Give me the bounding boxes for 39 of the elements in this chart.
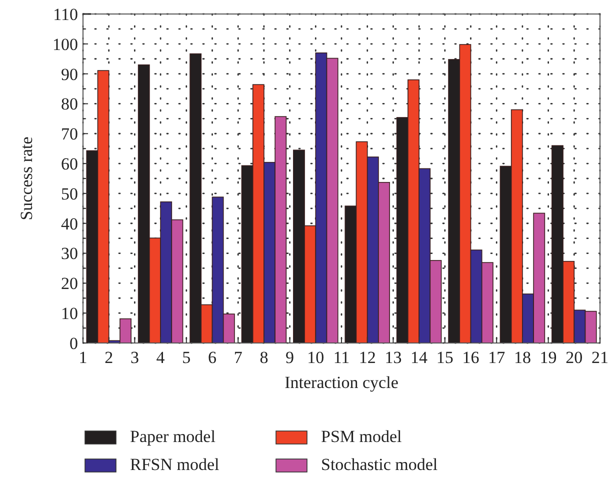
y-tick-label: 10 [61, 304, 78, 324]
x-tick-label: 16 [462, 348, 480, 367]
x-tick-label: 2 [104, 348, 114, 367]
x-tick-label: 19 [540, 348, 557, 367]
legend-label: Stochastic model [321, 455, 438, 474]
y-tick-label: 50 [61, 184, 78, 204]
y-tick-label: 70 [61, 124, 78, 144]
y-axis-title: Success rate [17, 136, 36, 220]
x-tick-label: 17 [488, 348, 506, 367]
x-tick-label: 20 [566, 348, 583, 367]
x-tick-label: 5 [182, 348, 191, 367]
x-tick-label: 12 [358, 348, 376, 367]
x-tick-label: 11 [333, 348, 350, 367]
x-tick-label: 14 [410, 348, 428, 367]
y-tick-label: 80 [61, 94, 78, 114]
y-tick-label: 0 [70, 334, 78, 353]
x-tick-label: 4 [156, 348, 166, 367]
x-tick-label: 8 [260, 348, 268, 367]
x-tick-label: 10 [307, 348, 324, 367]
x-tick-label: 1 [78, 348, 88, 367]
x-tick-label: 13 [384, 348, 402, 367]
y-tick-label: 100 [52, 34, 78, 54]
legend-label: RFSN model [130, 455, 220, 474]
y-tick-label: 60 [61, 154, 78, 174]
y-tick-label: 20 [61, 274, 78, 294]
y-tick-label: 40 [61, 214, 78, 234]
x-tick-label: 7 [234, 348, 243, 367]
x-tick-label: 6 [208, 348, 216, 367]
x-tick-label: 3 [130, 348, 139, 367]
x-tick-label: 9 [286, 348, 294, 367]
y-tick-label: 110 [53, 4, 78, 24]
y-tick-label: 30 [61, 244, 78, 264]
x-axis-title: Interaction cycle [284, 373, 398, 392]
legend-label: PSM model [321, 427, 402, 446]
x-tick-label: 21 [592, 348, 608, 367]
y-tick-label: 90 [61, 64, 78, 84]
legend-label: Paper model [130, 427, 216, 446]
x-tick-label: 15 [436, 348, 454, 367]
x-tick-label: 18 [514, 348, 531, 367]
